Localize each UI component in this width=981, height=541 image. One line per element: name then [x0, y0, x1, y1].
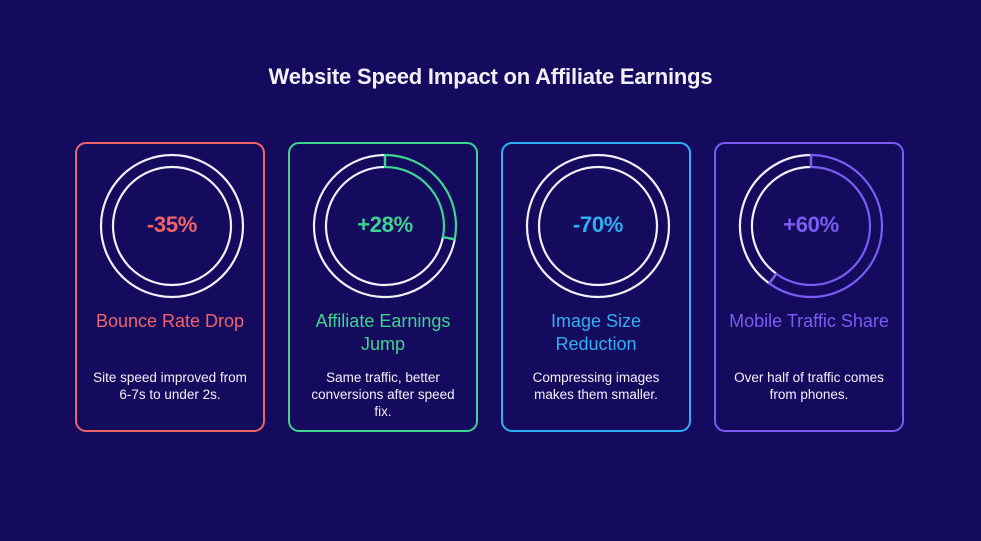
- stat-description: Over half of traffic comes from phones.: [734, 370, 884, 402]
- page-title: Website Speed Impact on Affiliate Earnin…: [268, 64, 713, 89]
- stat-description: Compressing images makes them smaller.: [532, 370, 660, 402]
- stat-label: Bounce Rate Drop: [95, 311, 245, 331]
- stat-label: Mobile Traffic Share: [729, 311, 889, 331]
- ring-icon: [525, 153, 671, 299]
- stat-value: -70%: [572, 212, 624, 237]
- stat-value: +28%: [357, 212, 413, 237]
- stat-description: Same traffic, better conversions after s…: [311, 370, 455, 419]
- progress-ring: [716, 144, 906, 314]
- progress-ring: [77, 144, 267, 314]
- progress-ring: [290, 144, 480, 314]
- ring-icon: [99, 153, 245, 299]
- ring-icon: [738, 153, 884, 299]
- stat-value: +60%: [783, 212, 839, 237]
- stat-card-mobile-traffic: +60% Mobile Traffic Share Over half of t…: [714, 142, 904, 432]
- progress-ring: [503, 144, 693, 314]
- stat-description: Site speed improved from 6-7s to under 2…: [93, 370, 247, 402]
- stat-card-affiliate-earnings: +28% Affiliate Earnings Jump Same traffi…: [288, 142, 478, 432]
- stat-card-bounce-rate: -35% Bounce Rate Drop Site speed improve…: [75, 142, 265, 432]
- ring-icon: [312, 153, 458, 299]
- stat-value: -35%: [146, 212, 198, 237]
- stat-label: Affiliate Earnings Jump: [315, 311, 451, 354]
- stat-card-image-size: -70% Image Size Reduction Compressing im…: [501, 142, 691, 432]
- stat-label: Image Size Reduction: [550, 311, 642, 354]
